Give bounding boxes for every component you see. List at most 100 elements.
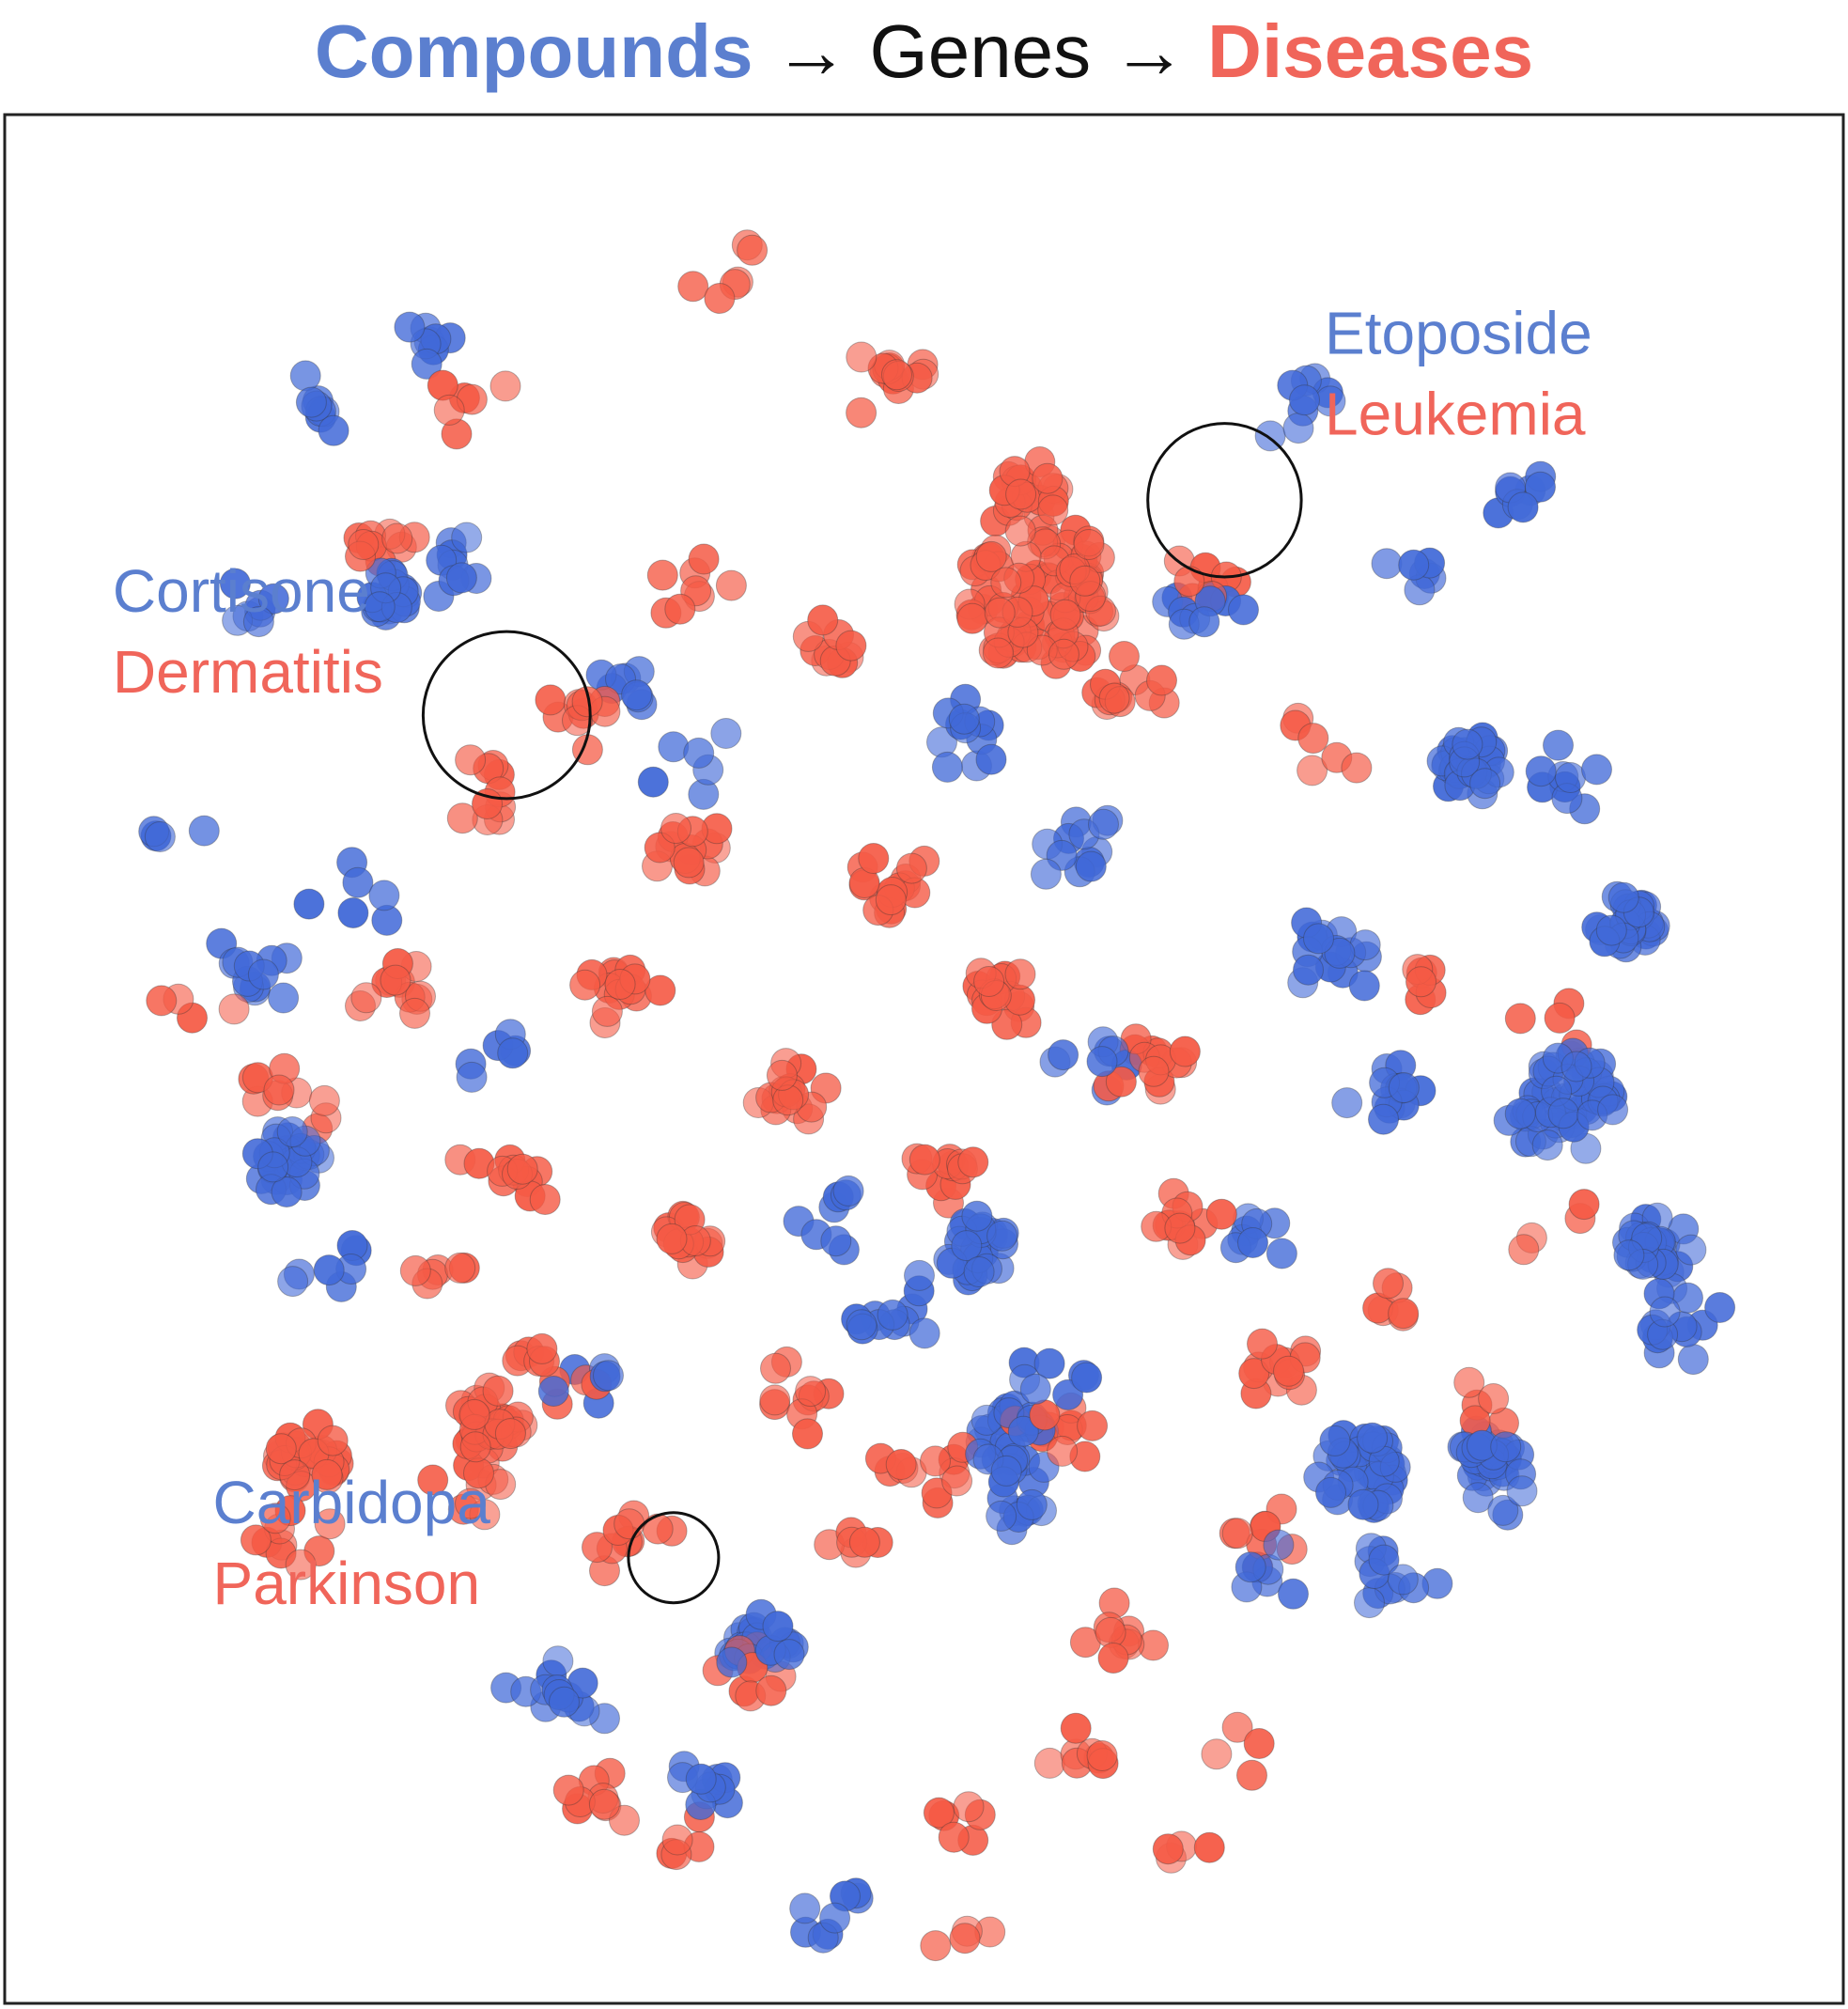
disease-point [1037, 494, 1069, 526]
disease-point [1341, 752, 1373, 784]
compound-point [637, 766, 669, 798]
compound-point [1348, 970, 1380, 1002]
disease-point [1004, 958, 1036, 990]
highlight-circle [627, 1511, 721, 1605]
disease-point [588, 1788, 620, 1820]
disease-point [1033, 1747, 1065, 1779]
disease-point [677, 271, 709, 303]
disease-point [444, 1252, 476, 1284]
compound-point [1543, 729, 1574, 761]
compound-point [685, 1763, 717, 1795]
compound-point [846, 1309, 877, 1341]
disease-point [285, 1549, 317, 1581]
compound-point [832, 1175, 864, 1207]
title-arrow-2: → [1111, 9, 1188, 93]
compound-point [1487, 1494, 1519, 1526]
compound-point [257, 1151, 289, 1183]
disease-point [1060, 1712, 1092, 1744]
disease-point [240, 1524, 272, 1556]
disease-point [1138, 1055, 1170, 1087]
disease-point [941, 1465, 973, 1497]
disease-point [704, 283, 736, 314]
disease-point [766, 1059, 798, 1091]
disease-point [399, 997, 430, 1029]
compound-point [1388, 1072, 1420, 1104]
disease-point [908, 1144, 940, 1176]
disease-point [1405, 966, 1436, 998]
disease-point [835, 630, 867, 662]
disease-point [526, 1332, 558, 1364]
compound-point [1368, 1103, 1399, 1135]
compound-point [908, 1317, 940, 1349]
disease-point [846, 397, 877, 428]
disease-point [875, 884, 907, 916]
disease-point [956, 602, 988, 634]
disease-point [350, 982, 382, 1014]
disease-point [417, 1464, 449, 1496]
compound-point [445, 562, 477, 594]
compound-point [819, 1902, 851, 1934]
compound-point [1469, 768, 1501, 800]
chart-title: Compounds → Genes → Diseases [0, 0, 1848, 103]
disease-point [1221, 1518, 1253, 1550]
disease-point [1297, 755, 1328, 786]
disease-point [975, 540, 1007, 572]
compound-point [313, 1254, 345, 1286]
compound-point [710, 718, 742, 749]
compound-point [276, 1116, 308, 1147]
annotation-disease-label: Dermatitis [113, 638, 383, 706]
compound-point [1675, 1234, 1707, 1266]
disease-point [949, 1923, 981, 1954]
disease-point [1146, 664, 1177, 696]
compound-point [621, 679, 653, 711]
disease-point [604, 969, 636, 1000]
disease-point [459, 1431, 491, 1463]
compound-point [537, 1376, 569, 1407]
disease-point [1032, 462, 1064, 494]
compound-point [1263, 1529, 1295, 1561]
disease-point [380, 964, 412, 996]
compound-point [364, 591, 396, 623]
disease-point [688, 543, 720, 575]
compound-point [1452, 728, 1483, 760]
disease-point [1086, 1740, 1118, 1771]
compound-point [1398, 549, 1430, 581]
highlight-circle [1146, 422, 1303, 579]
disease-point [792, 1418, 823, 1450]
compound-point [144, 821, 176, 852]
disease-point [1005, 478, 1037, 510]
compound-point [1555, 762, 1586, 793]
disease-point [923, 1797, 955, 1829]
disease-point [489, 370, 521, 402]
compound-point [1507, 491, 1539, 523]
disease-point [1508, 1234, 1540, 1266]
disease-point [1173, 566, 1205, 598]
disease-point [569, 969, 601, 1001]
disease-point [314, 1508, 346, 1540]
compound-point [951, 1230, 983, 1262]
compound-point [542, 1645, 574, 1677]
annotations-layer: Etoposide Leukemia Cortisone Dermatitis Carb… [113, 300, 1592, 1617]
compound-point [337, 897, 369, 928]
compound-point [293, 888, 325, 920]
disease-point [755, 1674, 787, 1706]
disease-point [279, 1459, 311, 1491]
compound-point [904, 1259, 935, 1291]
disease-point [1201, 1738, 1233, 1770]
disease-point [1236, 1759, 1267, 1791]
disease-point [455, 1487, 486, 1519]
disease-point [1504, 1003, 1536, 1035]
compound-point [318, 414, 349, 446]
disease-point [1453, 1366, 1485, 1398]
title-compounds: Compounds [314, 9, 753, 93]
disease-point [311, 1458, 343, 1490]
disease-point [1164, 1212, 1196, 1244]
compound-point [1088, 808, 1119, 840]
disease-point [1544, 1002, 1576, 1034]
compound-point [1235, 1551, 1266, 1583]
disease-point [1098, 682, 1130, 714]
disease-point [263, 1074, 295, 1106]
compound-point [1319, 1425, 1351, 1456]
disease-point [1478, 1383, 1510, 1414]
